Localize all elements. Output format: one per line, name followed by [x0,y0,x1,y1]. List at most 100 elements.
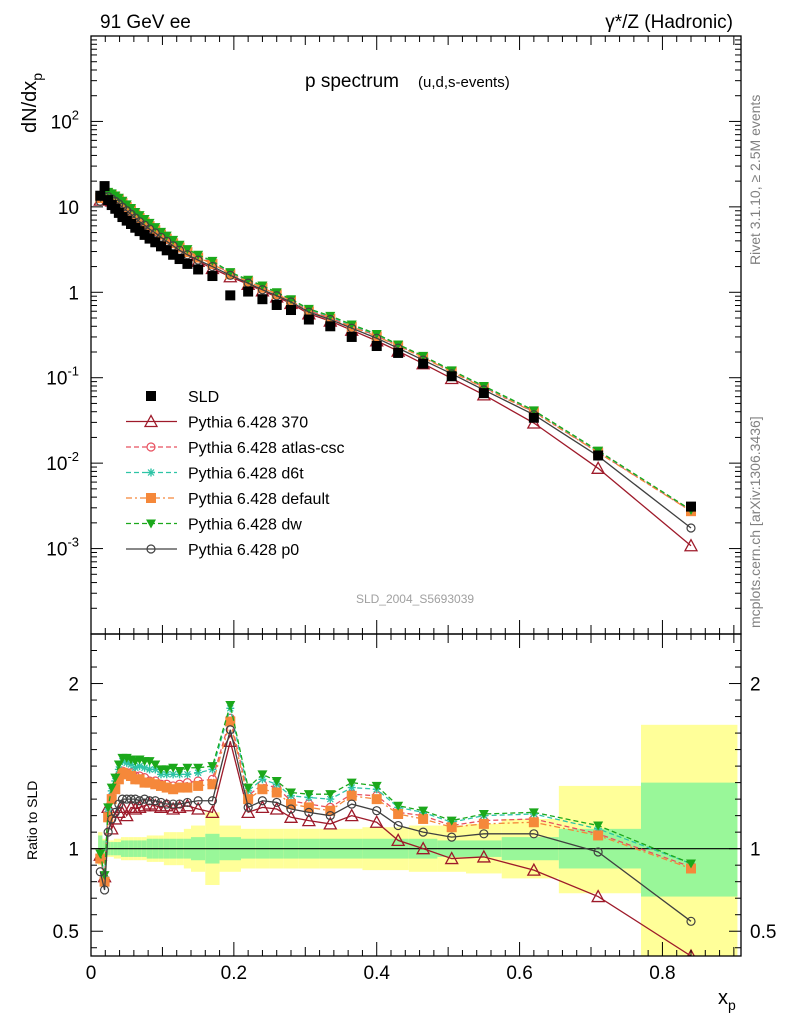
point [257,784,268,795]
point [156,241,166,252]
ratio-line [99,741,692,956]
point [99,871,110,881]
legend-label: Pythia 6.428 p0 [188,542,299,559]
point [271,288,282,298]
y-tick-exponent: -1 [67,364,79,379]
x-tick-label: 0.2 [221,963,247,984]
point [303,790,314,800]
main-subtitle: (u,d,s-events) [418,74,510,91]
point [150,779,161,790]
point [301,813,316,827]
y-tick-label: 10-2 [46,449,79,475]
point [225,268,236,278]
axes: 10-3 10-2 10-1 1 10 102 0 0.2 0.4 0.6 0.8 0.5 0.5 1 1 2… [19,35,776,1013]
point [593,847,603,857]
point [272,797,282,808]
point [147,468,155,477]
point [110,784,121,795]
point-stroke [169,770,177,778]
point [225,701,236,711]
side-mcplots-label: mcplots.cern.ch [arXiv:1306.3436] [747,416,763,628]
legend-entry: Pythia 6.428 atlas-csc [126,440,345,457]
point-stroke [147,469,155,476]
point [393,808,404,819]
point [146,391,156,401]
point [182,797,193,808]
point [257,285,268,295]
point [174,767,185,777]
ratio-y-tick-label: 2 [68,675,79,696]
point [156,780,166,791]
point [416,841,431,855]
ratio-uncertainty-bands [91,724,741,956]
point [150,237,161,248]
point [325,811,335,821]
point [150,796,160,806]
point [286,799,296,810]
point [174,254,185,265]
point [174,240,185,250]
legend-entry: Pythia 6.428 p0 [126,542,299,559]
point-stroke [146,765,153,773]
point [207,256,218,266]
ratio-band-inner [641,782,738,897]
point [207,779,218,790]
point [128,801,143,815]
y-tick-label: 10 [58,198,79,219]
point [182,258,193,269]
point [369,814,384,828]
point [393,801,404,811]
point [446,366,457,376]
series-pythia-6-428-p0 [95,191,696,533]
point [479,829,489,839]
ratio-y-tick-label-right: 2 [750,675,761,696]
point [182,763,193,773]
y-tick-exponent: 2 [72,107,79,122]
point [207,271,218,282]
point [371,794,382,805]
ratio-ylabel: Ratio to SLD [24,781,40,860]
point [162,799,172,809]
side-rivet-label: Rivet 3.1.10, ≥ 2.5M events [747,95,763,265]
x-tick-label: 0.6 [506,963,532,984]
point [243,275,254,285]
point [225,290,236,301]
y-tick-label: 102 [51,107,79,133]
point [686,916,696,926]
header-left-label: 91 GeV ee [100,12,191,33]
point [257,770,268,780]
point [143,414,159,428]
x-axis-label-subscript: p [728,997,736,1013]
point [126,794,136,804]
legend-entry: SLD [146,389,219,406]
legend-label: Pythia 6.428 atlas-csc [188,440,345,457]
point [528,808,539,818]
point [243,802,253,812]
point [193,264,204,275]
point [271,776,282,786]
lower-frame [90,633,742,957]
point [593,821,604,831]
point [134,796,145,806]
point [205,804,220,818]
point [193,255,203,265]
ratio-y-tick-label: 1 [68,840,79,861]
point [286,305,296,316]
point [325,321,336,332]
point [418,806,429,816]
y-axis-label-subscript: p [29,73,45,81]
y-tick-label: 1 [68,283,79,304]
series-pythia-6-428-370 [93,189,699,552]
point [393,340,404,350]
point [193,780,204,791]
watermark: SLD_2004_S5693039 [356,592,474,606]
point [446,816,457,826]
legend-label: Pythia 6.428 dw [188,517,302,534]
point [110,773,121,783]
point [150,760,161,770]
point [686,501,696,512]
point [371,341,382,352]
point [193,796,203,806]
point [526,862,541,876]
